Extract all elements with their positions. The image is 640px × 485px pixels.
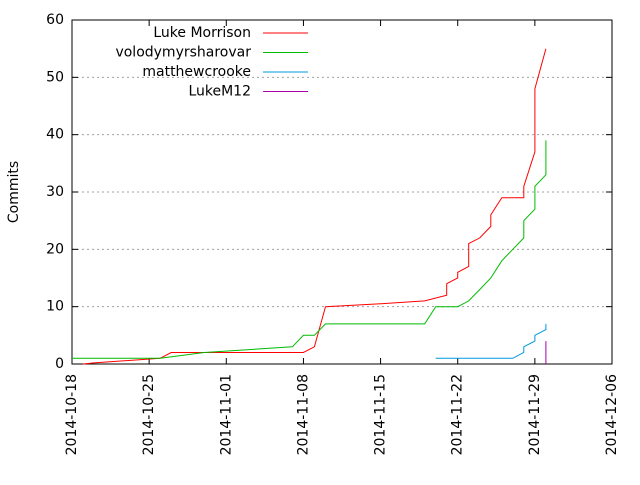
series-line-volodymyrsharovar bbox=[72, 140, 547, 359]
series-line-matthewcrooke bbox=[435, 323, 547, 359]
legend-label: volodymyrsharovar bbox=[115, 45, 251, 61]
y-tick-label: 60 bbox=[46, 12, 64, 28]
x-tick-label: 2014-11-15 bbox=[373, 374, 389, 455]
y-axis-label: Commits bbox=[6, 161, 22, 223]
y-tick-label: 30 bbox=[46, 184, 64, 200]
y-tick-label: 50 bbox=[46, 69, 64, 85]
y-tick-label: 0 bbox=[55, 356, 64, 372]
y-tick-label: 10 bbox=[46, 299, 64, 315]
x-tick-label: 2014-11-29 bbox=[527, 374, 543, 455]
x-tick-label: 2014-11-22 bbox=[450, 374, 466, 455]
series-layer bbox=[72, 48, 547, 365]
legend-label: matthewcrooke bbox=[142, 64, 251, 80]
x-tick-label: 2014-12-06 bbox=[604, 374, 620, 455]
legend: Luke Morrison volodymyrsharovar matthewcro… bbox=[115, 25, 308, 100]
y-tick-label: 20 bbox=[46, 241, 64, 257]
plot-frame bbox=[71, 19, 613, 365]
grid-layer bbox=[72, 76, 612, 308]
x-tick-label: 2014-11-08 bbox=[295, 374, 311, 455]
x-tick-label: 2014-10-25 bbox=[141, 374, 157, 455]
x-tick-label: 2014-11-01 bbox=[218, 374, 234, 455]
legend-label: LukeM12 bbox=[188, 84, 251, 100]
y-tick-label: 40 bbox=[46, 127, 64, 143]
x-tick-label: 2014-10-18 bbox=[64, 374, 80, 455]
series-line-Luke Morrison bbox=[82, 48, 547, 365]
axes-layer: 0 10 20 30 40 50 60 2014-10-18 2014-10-25 2014-11… bbox=[46, 12, 620, 455]
legend-label: Luke Morrison bbox=[153, 25, 251, 41]
